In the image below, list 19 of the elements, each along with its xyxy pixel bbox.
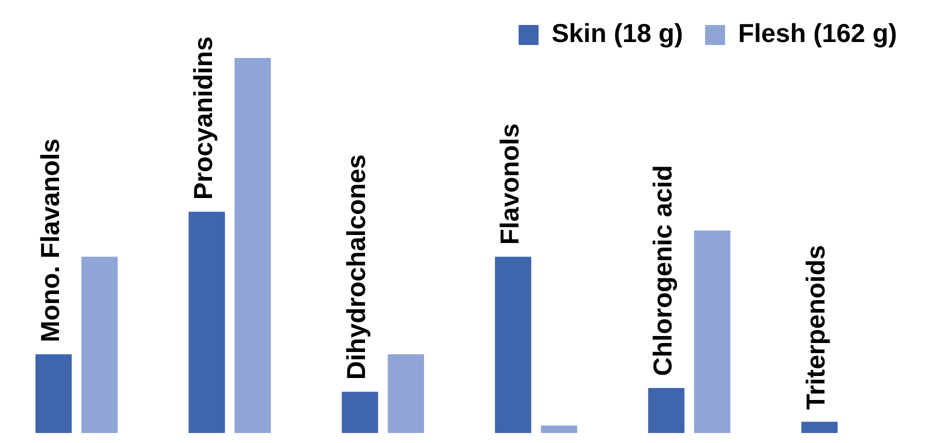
- x-tick-label: Triterpenoids: [800, 245, 831, 410]
- bar: [35, 354, 72, 433]
- x-tick-label: Dihydrochalcones: [341, 154, 372, 380]
- bar: [388, 354, 424, 433]
- legend-label: Skin (18 g): [552, 18, 684, 48]
- bar: [801, 422, 838, 433]
- bar: [342, 392, 378, 433]
- legend-label: Flesh (162 g): [738, 18, 898, 48]
- x-tick-label: Procyanidins: [188, 36, 218, 200]
- bar: [694, 230, 730, 433]
- bar: [648, 388, 684, 433]
- bar: [540, 426, 578, 433]
- bar: [188, 212, 225, 433]
- x-tick-label: Mono. Flavanols: [34, 138, 65, 342]
- x-tick-label: Flavonols: [494, 123, 524, 245]
- bar: [234, 58, 271, 433]
- x-tick-label: Chlorogenic acid: [647, 165, 678, 376]
- bar: [81, 256, 118, 433]
- bar: [494, 256, 532, 433]
